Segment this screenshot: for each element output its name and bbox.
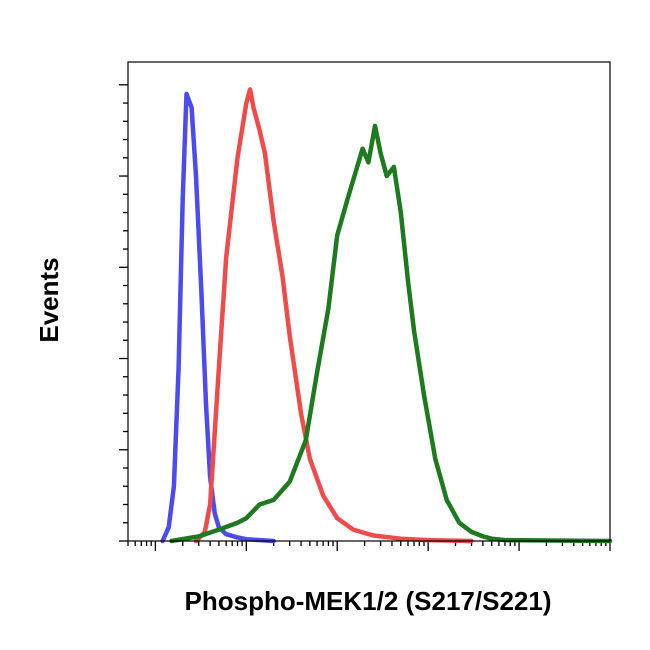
histogram-series-1 <box>160 91 276 544</box>
series-layer <box>160 87 613 544</box>
x-axis-title: Phospho-MEK1/2 (S217/S221) <box>185 586 552 616</box>
plot-frame <box>127 61 611 542</box>
y-axis-title: Events <box>34 257 64 342</box>
histogram-series-3 <box>169 123 613 544</box>
histogram-series-2 <box>193 87 474 544</box>
